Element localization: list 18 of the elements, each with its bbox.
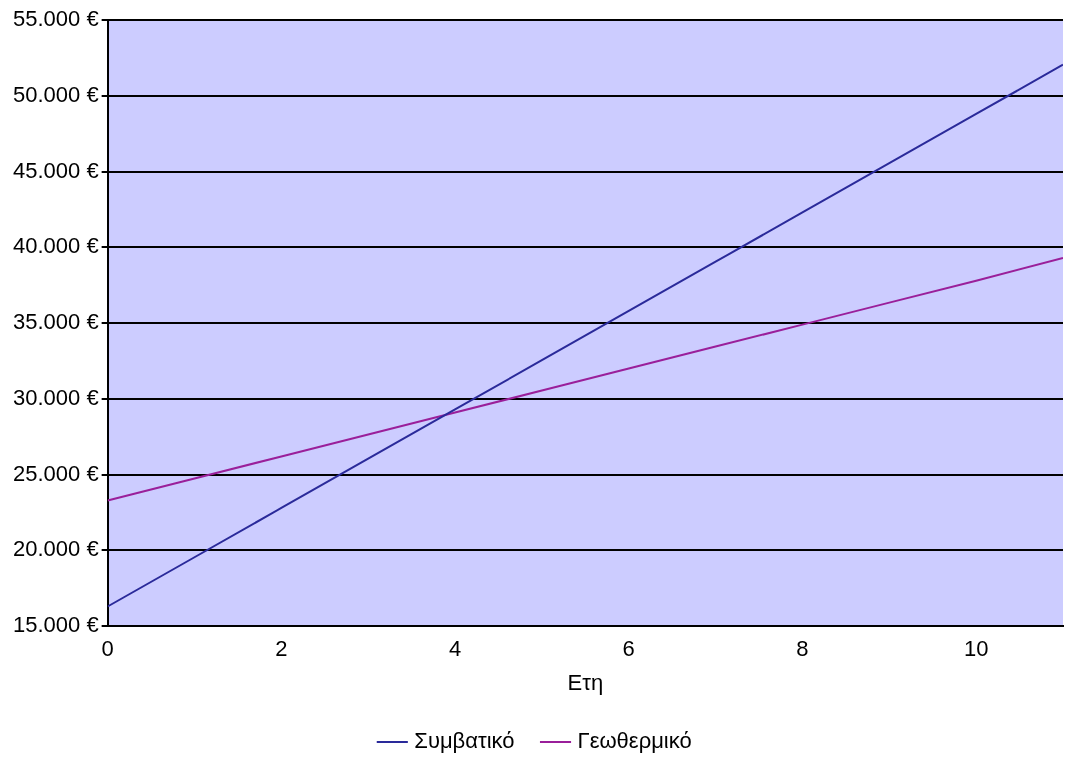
- y-tick-label: 55.000 €: [13, 6, 99, 32]
- legend-label: Γεωθερμικό: [577, 728, 692, 754]
- y-tick-label: 50.000 €: [13, 81, 99, 107]
- y-tick-label: 20.000 €: [13, 536, 99, 562]
- x-tick-label: 0: [101, 636, 114, 662]
- y-tick-label: 30.000 €: [13, 384, 99, 410]
- x-axis-title: Ετη: [567, 669, 604, 695]
- y-tick-label: 15.000 €: [13, 612, 99, 638]
- legend-label: Συμβατικό: [414, 728, 515, 754]
- x-tick-label: 2: [275, 636, 288, 662]
- y-tick-label: 40.000 €: [13, 233, 99, 259]
- y-tick-label: 25.000 €: [13, 460, 99, 486]
- x-tick-label: 10: [963, 636, 989, 662]
- y-tick-label: 45.000 €: [13, 157, 99, 183]
- x-tick-label: 8: [796, 636, 809, 662]
- x-tick-label: 4: [448, 636, 462, 662]
- y-tick-label: 35.000 €: [13, 309, 99, 335]
- x-tick-label: 6: [622, 636, 635, 662]
